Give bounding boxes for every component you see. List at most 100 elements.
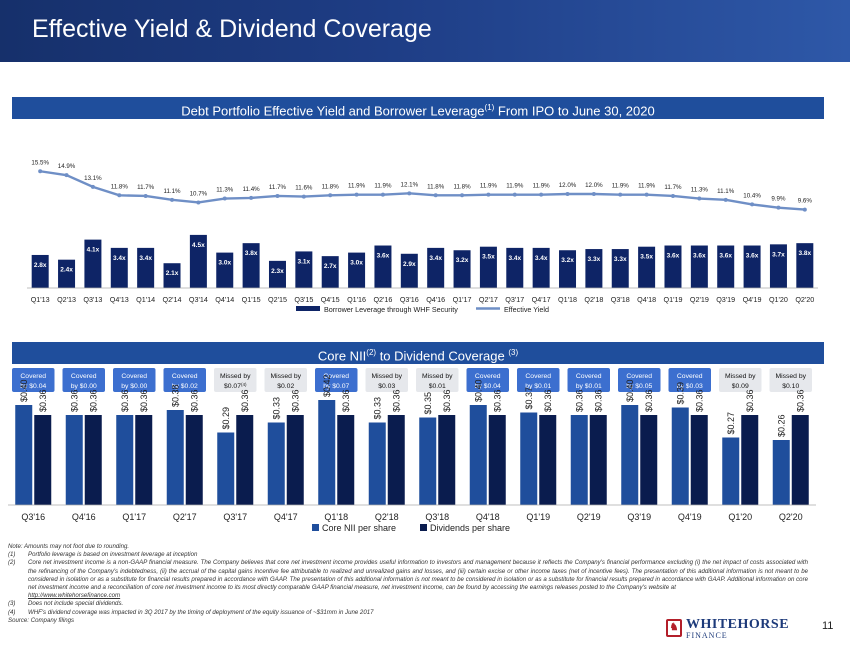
x-tick-label: Q4'16 — [72, 512, 96, 522]
core-nii-bar — [570, 415, 588, 505]
leverage-data-label: 3.4x — [429, 255, 442, 262]
x-tick-label: Q1'17 — [453, 295, 472, 304]
effective-yield-data-label: 11.8% — [111, 183, 129, 190]
leverage-bar — [137, 247, 155, 288]
section1-title: Debt Portfolio Effective Yield and Borro… — [12, 97, 824, 119]
dividend-bar — [34, 415, 52, 505]
leverage-data-label: 4.5x — [192, 242, 205, 249]
leverage-data-label: 3.2x — [456, 257, 469, 264]
effective-yield-line — [40, 170, 805, 211]
dividend-bar — [640, 415, 658, 505]
leverage-data-label: 3.6x — [719, 253, 732, 260]
coverage-line1: Covered — [626, 373, 652, 380]
coverage-line1: Missed by — [422, 373, 453, 380]
covered-badge — [517, 368, 560, 392]
x-tick-label: Q3'16 — [21, 512, 45, 522]
core-nii-data-label: $0.29 — [221, 407, 231, 430]
leverage-bar — [611, 249, 629, 288]
dividend-data-label: $0.36 — [341, 389, 351, 412]
coverage-line2: $0.01 — [429, 383, 446, 390]
effective-yield-point — [354, 192, 359, 197]
leverage-bar — [84, 239, 102, 288]
leverage-data-label: 3.6x — [746, 253, 759, 260]
effective-yield-data-label: 12.1% — [401, 181, 419, 188]
missed-badge — [719, 368, 762, 392]
x-tick-label: Q2'13 — [57, 295, 76, 304]
dividend-bar — [438, 415, 456, 505]
effective-yield-point — [723, 197, 728, 202]
core-nii-bar — [217, 432, 235, 505]
coverage-line2: $0.03 — [378, 383, 395, 390]
section2-title: Core NII(2) to Dividend Coverage (3) — [12, 342, 824, 364]
dividend-bar — [539, 415, 557, 505]
footnote-source: Source: Company filings — [8, 616, 75, 624]
x-tick-label: Q4'17 — [532, 295, 551, 304]
leverage-bar — [163, 263, 181, 288]
effective-yield-data-label: 9.6% — [798, 198, 813, 205]
effective-yield-data-label: 11.9% — [638, 183, 656, 190]
coverage-line2: $0.10 — [782, 383, 799, 390]
effective-yield-point — [539, 192, 544, 197]
x-tick-label: Q3'17 — [505, 295, 524, 304]
page-number: 11 — [822, 620, 834, 632]
x-tick-label: Q4'19 — [743, 295, 762, 304]
leverage-data-label: 3.4x — [508, 255, 521, 262]
leverage-bar — [348, 252, 366, 288]
leverage-data-label: 3.3x — [588, 256, 601, 263]
coverage-line2: by $0.04 — [20, 383, 46, 390]
x-tick-label: Q3'13 — [83, 295, 102, 304]
coverage-line2: by $0.00 — [121, 383, 147, 390]
core-nii-data-label: $0.33 — [271, 397, 281, 420]
dividend-data-label: $0.36 — [442, 389, 452, 412]
website-link[interactable]: http://www.whitehorsefinance.com — [28, 592, 121, 600]
effective-yield-data-label: 11.9% — [612, 183, 630, 190]
leverage-bar — [216, 252, 234, 288]
covered-badge — [466, 368, 509, 392]
dividend-data-label: $0.36 — [694, 389, 704, 412]
core-nii-bar — [368, 422, 386, 505]
core-nii-data-label: $0.40 — [19, 379, 29, 402]
leverage-bar — [58, 259, 76, 288]
coverage-line1: Covered — [71, 373, 97, 380]
coverage-line1: Missed by — [270, 373, 301, 380]
footnote-note: Note: Amounts may not foot due to roundi… — [8, 543, 130, 550]
footnote-3: (3) Does not include special dividends. — [8, 600, 808, 608]
leverage-bar — [796, 243, 814, 288]
dividend-data-label: $0.36 — [543, 389, 553, 412]
core-nii-data-label: $0.36 — [574, 389, 584, 412]
effective-yield-data-label: 11.1% — [163, 188, 181, 195]
missed-badge — [365, 368, 408, 392]
leverage-data-label: 3.8x — [245, 250, 258, 257]
effective-yield-point — [90, 184, 95, 189]
x-tick-label: Q4'13 — [110, 295, 129, 304]
dividend-data-label: $0.36 — [88, 389, 98, 412]
coverage-line2: by $0.03 — [677, 383, 703, 390]
effective-yield-point — [460, 193, 465, 198]
coverage-line1: Covered — [525, 373, 551, 380]
effective-yield-point — [170, 197, 175, 202]
dividend-bar — [741, 415, 759, 505]
effective-yield-data-label: 11.8% — [454, 183, 472, 190]
section1-title-text: Debt Portfolio Effective Yield and Borro… — [181, 103, 485, 119]
covered-badge — [315, 368, 358, 392]
coverage-line1: Covered — [20, 373, 46, 380]
effective-yield-point — [618, 192, 623, 197]
x-tick-label: Q3'19 — [627, 512, 651, 522]
x-tick-label: Q1'15 — [242, 295, 261, 304]
core-nii-bar — [116, 415, 134, 505]
horse-logo-icon: ♞ — [666, 619, 682, 637]
yield-leverage-chart: 2.8x Q1'13 2.4x Q2'13 4.1x Q3'13 3.4x Q4'13 3.4x… — [27, 159, 818, 314]
core-nii-bar — [722, 437, 740, 505]
dividend-data-label: $0.36 — [795, 389, 805, 412]
effective-yield-data-label: 11.3% — [691, 187, 709, 194]
effective-yield-data-label: 12.0% — [585, 182, 603, 189]
leverage-data-label: 3.0x — [218, 260, 231, 267]
coverage-line1: Covered — [323, 373, 349, 380]
x-tick-label: Q2'14 — [163, 295, 182, 304]
leverage-bar — [638, 246, 656, 288]
x-tick-label: Q3'15 — [294, 295, 313, 304]
footnotes: Note: Amounts may not foot due to roundi… — [8, 543, 808, 625]
leverage-data-label: 3.7x — [772, 251, 785, 258]
effective-yield-point — [750, 202, 755, 207]
x-tick-label: Q1'17 — [122, 512, 146, 522]
